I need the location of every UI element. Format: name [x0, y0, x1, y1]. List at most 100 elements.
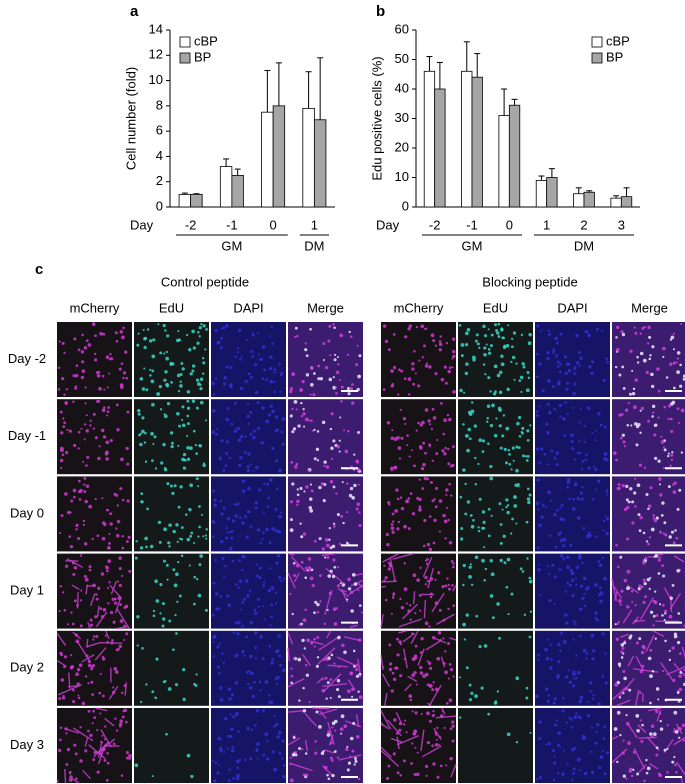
bar: [583, 191, 595, 208]
cell: [271, 750, 275, 754]
cell: [344, 449, 349, 454]
cell: [561, 709, 565, 713]
cell: [240, 608, 243, 611]
cell: [487, 328, 490, 331]
cell: [581, 561, 584, 564]
cell: [152, 442, 155, 445]
cell: [672, 348, 675, 351]
cell: [238, 579, 243, 584]
cell: [182, 452, 187, 457]
cell: [325, 465, 330, 469]
cell: [328, 591, 333, 596]
cell: [538, 461, 542, 465]
cell: [673, 728, 676, 731]
cell: [605, 458, 609, 462]
cell: [632, 405, 637, 410]
cell: [226, 531, 229, 534]
micrograph: [458, 476, 533, 552]
fiber: [357, 658, 361, 675]
cell: [357, 431, 360, 434]
cell: [575, 654, 578, 657]
cell: [665, 376, 669, 379]
cell: [258, 566, 262, 570]
cell: [549, 666, 553, 670]
cell: [213, 779, 217, 783]
cell: [346, 482, 349, 485]
cell: [335, 392, 338, 395]
cell: [537, 658, 540, 661]
micrograph: [535, 708, 610, 783]
cell: [582, 735, 587, 740]
cell: [478, 438, 483, 443]
cell: [591, 657, 595, 661]
cell: [83, 476, 87, 480]
cell: [200, 513, 204, 516]
cell: [170, 381, 173, 384]
micrograph: [288, 707, 363, 783]
cell: [410, 762, 413, 765]
fiber: [82, 769, 91, 780]
fiber: [350, 624, 359, 628]
cell: [120, 774, 124, 777]
cell: [403, 658, 406, 661]
cell: [407, 327, 411, 331]
cell: [297, 657, 302, 662]
cell: [204, 534, 208, 537]
cell: [73, 495, 76, 499]
cell: [536, 653, 540, 657]
cell: [355, 735, 360, 739]
error-bar: [613, 195, 620, 199]
cell: [395, 731, 399, 735]
cell: [105, 569, 109, 573]
cell: [159, 582, 163, 587]
y-tick-label: 20: [395, 139, 409, 154]
cell: [308, 497, 313, 501]
cell: [110, 641, 114, 645]
cell: [397, 520, 401, 524]
cell: [149, 544, 154, 549]
cell: [431, 459, 435, 462]
cell: [538, 563, 541, 566]
cell: [240, 355, 243, 358]
fiber: [649, 763, 659, 770]
cell: [290, 460, 294, 464]
cell: [452, 445, 455, 448]
cell: [526, 497, 531, 501]
cell: [572, 507, 576, 511]
cell: [653, 518, 658, 523]
micrograph: [57, 322, 132, 397]
cell: [112, 620, 116, 624]
cell: [599, 591, 604, 596]
cell: [81, 369, 86, 374]
cell: [205, 528, 208, 531]
cell: [59, 410, 63, 414]
cell: [597, 411, 601, 416]
cell: [615, 458, 618, 462]
cell: [119, 330, 124, 334]
cell: [116, 504, 119, 507]
micrograph: [134, 322, 209, 397]
cell: [672, 678, 676, 682]
cell: [88, 568, 92, 572]
cell: [319, 600, 322, 603]
cell: [591, 431, 594, 434]
cell: [676, 370, 680, 375]
micrograph: [458, 630, 533, 706]
cell: [77, 479, 81, 483]
cell: [396, 653, 400, 657]
cell: [307, 469, 311, 472]
cell: [305, 373, 310, 377]
cell: [676, 407, 680, 411]
fiber: [648, 707, 662, 712]
cell: [422, 462, 426, 467]
cell: [594, 616, 598, 620]
cell: [176, 540, 179, 543]
cell: [82, 523, 85, 527]
micrograph: [288, 322, 363, 397]
cell: [89, 733, 93, 738]
cell: [553, 761, 557, 765]
cell: [60, 653, 64, 657]
micrograph-bg: [57, 630, 132, 706]
error-bar: [193, 193, 200, 195]
cell: [79, 726, 82, 729]
